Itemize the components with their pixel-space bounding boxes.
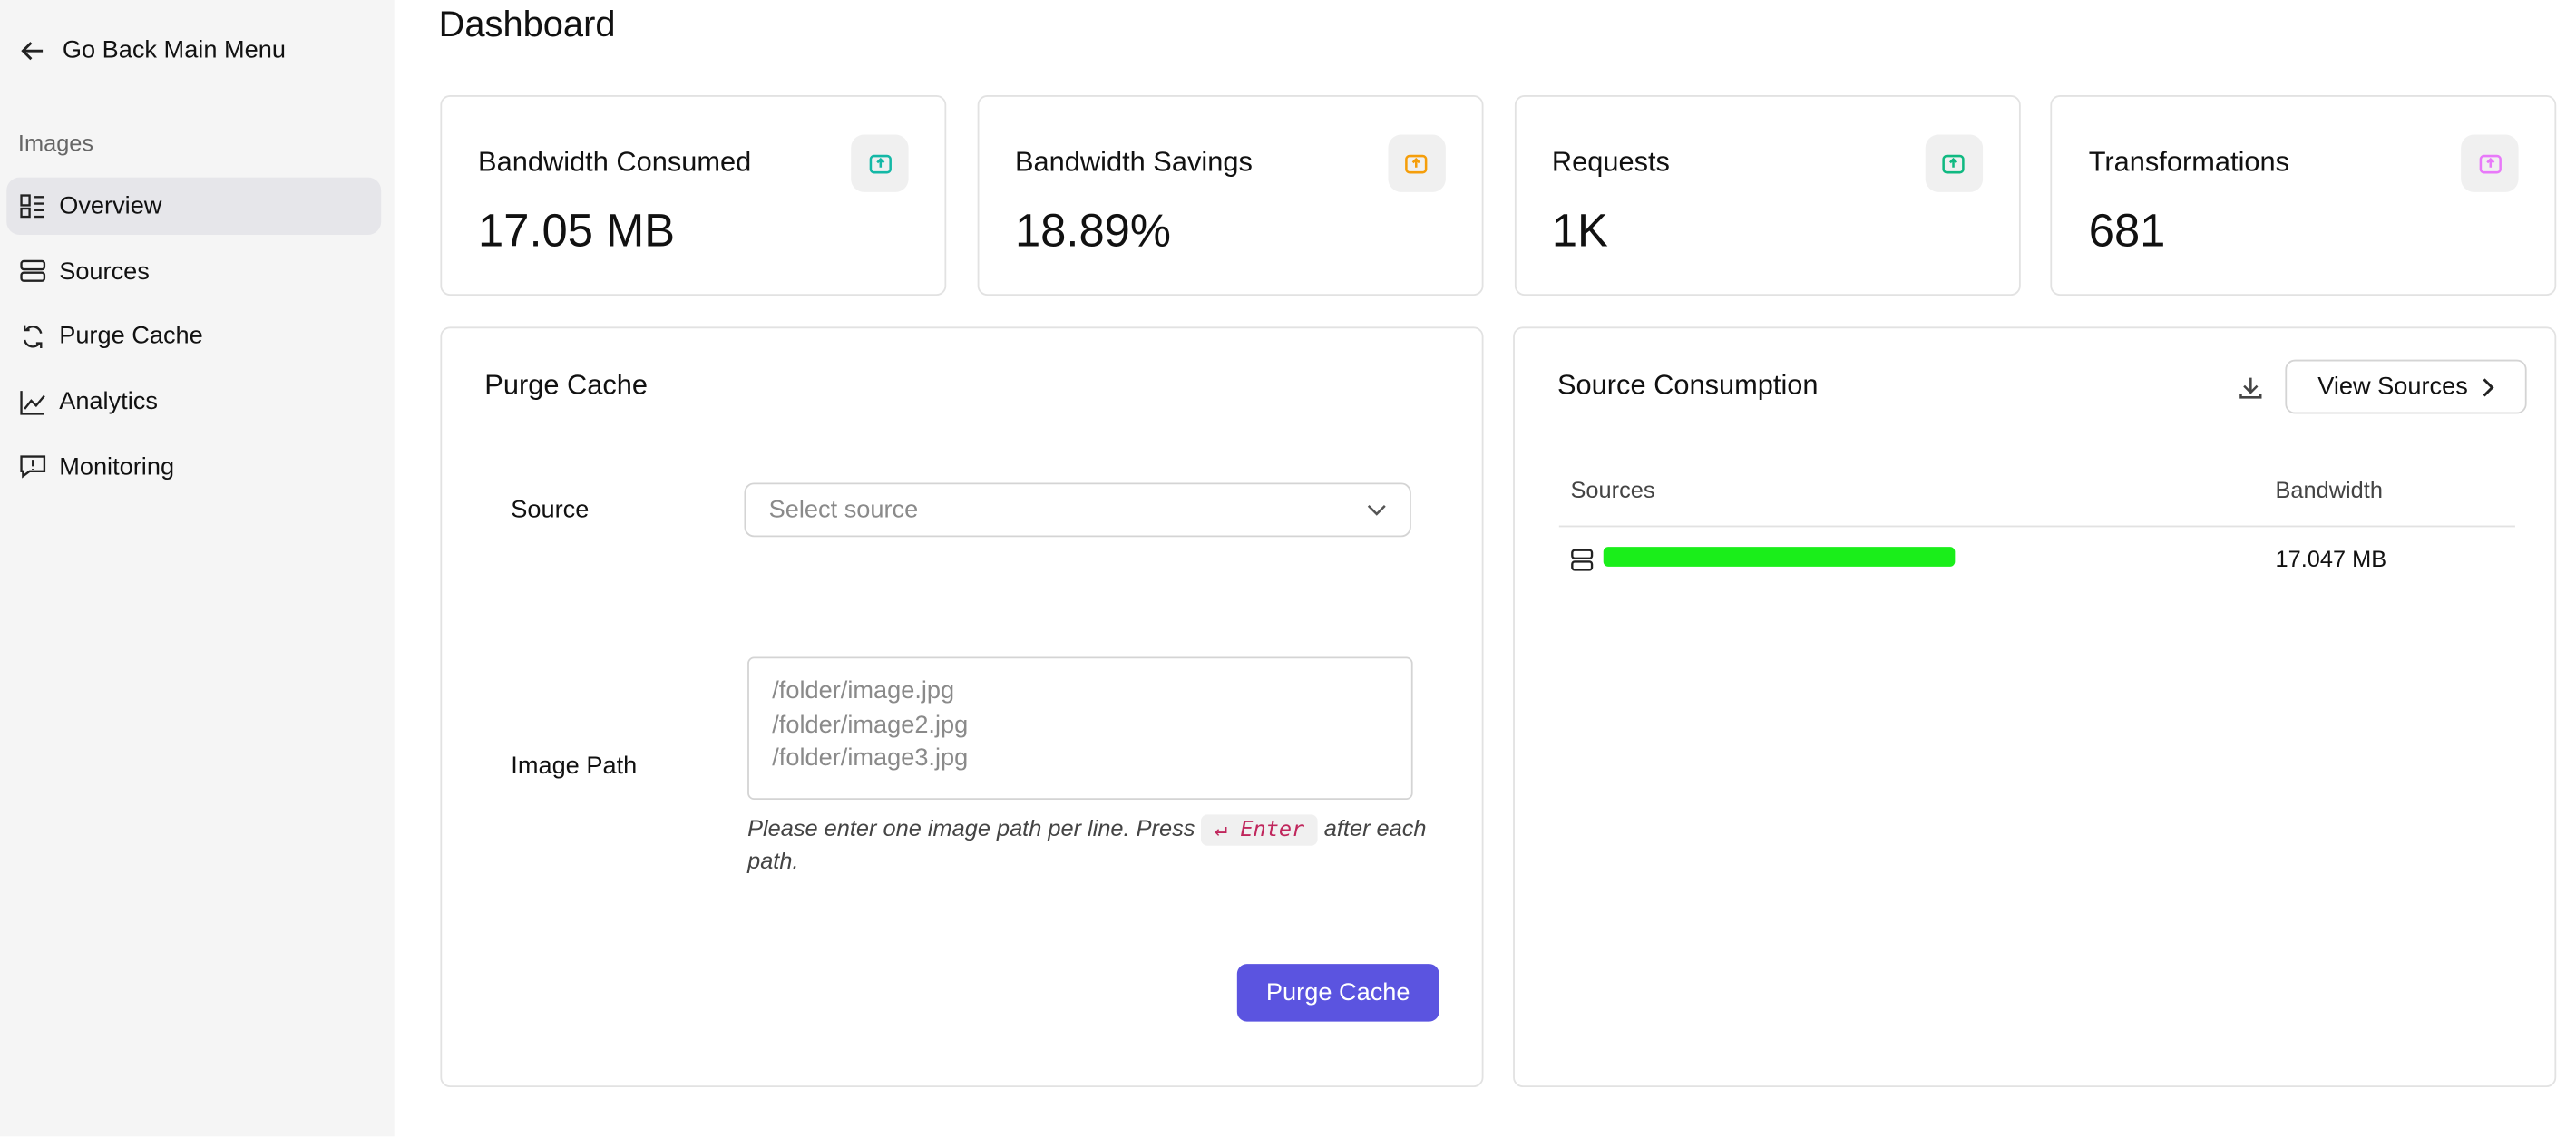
help: after each path. [747,814,1427,874]
stat-card: Bandwidth Savings 18.89% [977,95,1484,296]
nav-icon [20,193,44,218]
table-header: Sources [1570,476,1655,503]
stat-card: Transformations 681 [2051,95,2557,296]
section-label: Images [17,130,94,157]
card-icon [1388,134,1446,192]
view-sources-button[interactable]: View Sources [2285,359,2527,414]
card-icon [2461,134,2520,192]
card-label: Bandwidth Savings [1014,146,1253,178]
download-icon[interactable] [2238,374,2264,401]
field-label: Image Path [511,752,638,781]
nav-item[interactable]: Analytics [6,373,381,430]
nav-text: Sources [59,257,150,286]
nav-text: Monitoring [59,452,175,481]
back-link[interactable]: Go Back Main Menu [20,36,286,64]
card-label: Transformations [2088,146,2290,178]
placeholder: Select source [768,495,919,524]
source-select[interactable]: Select source [744,482,1411,538]
card-label: Bandwidth Consumed [478,146,752,178]
redacted-source [1603,547,1956,567]
nav-item[interactable]: Sources [6,242,381,299]
consumption-panel: Source Consumption View Sources Sources … [1513,326,2557,1088]
card-value: 18.89% [1014,205,1171,257]
placeholder-line: /folder/image3.jpg [772,743,969,773]
panel-title: Source Consumption [1557,369,1819,401]
kbd: ↵ Enter [1201,814,1318,846]
nav-text: Purge Cache [59,322,203,351]
divider [1558,525,2515,528]
panel-title: Purge Cache [484,369,649,401]
source-icon [1571,549,1594,571]
card-icon [851,134,909,192]
nav-item[interactable]: Purge Cache [6,307,381,364]
nav-icon [23,325,43,348]
placeholder-line: /folder/image2.jpg [772,710,969,739]
path-textarea[interactable]: /folder/image.jpg/folder/image2.jpg/fold… [747,656,1413,801]
table-header: Bandwidth [2275,476,2383,503]
card-label: Requests [1551,146,1670,178]
nav-icon [20,390,45,414]
card-value: 681 [2088,205,2166,257]
sidebar: Go Back Main Menu Images Overview Sources… [0,0,395,1137]
card-value: 17.05 MB [478,205,676,257]
stat-card: Bandwidth Consumed 17.05 MB [440,95,947,296]
bandwidth-cell: 17.047 MB [2275,545,2387,572]
nav-item[interactable]: Monitoring [6,438,381,495]
nav-item[interactable]: Overview [6,177,382,236]
stat-card: Requests 1K [1514,95,2021,296]
page-title: Dashboard [438,3,616,44]
button-text: View Sources [2317,373,2468,401]
placeholder-line: /folder/image.jpg [772,676,955,705]
help-text: Please enter one image path per line. Pr… [747,813,1438,878]
purge-panel: Purge Cache Source Select source Image P… [440,326,1484,1088]
nav-text: Overview [59,191,162,220]
nav-icon [20,455,46,480]
nav-text: Analytics [59,387,158,416]
back-text: Go Back Main Menu [62,35,286,64]
card-icon [1924,134,1983,192]
help: Please enter one image path per line. Pr… [747,814,1195,841]
purge-button[interactable]: Purge Cache [1236,964,1439,1022]
nav-icon [20,260,46,283]
field-label: Source [511,495,590,524]
card-value: 1K [1551,205,1608,257]
